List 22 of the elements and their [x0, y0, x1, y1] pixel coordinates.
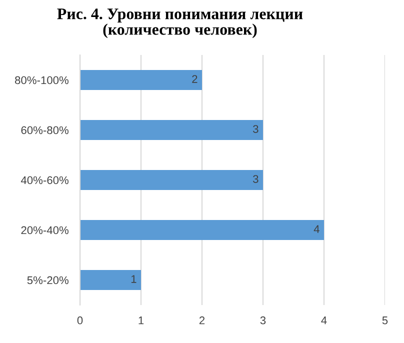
x-tick-label: 0 [77, 316, 83, 324]
data-label: 2 [192, 75, 198, 83]
bar [80, 120, 263, 140]
x-tick-label: 4 [321, 316, 327, 324]
bar [80, 220, 324, 240]
bar [80, 270, 141, 290]
x-tick-label: 1 [138, 316, 144, 324]
x-tick-label: 3 [260, 316, 266, 324]
y-tick-label: 80%-100% [15, 76, 68, 84]
y-tick-label: 40%-60% [20, 176, 68, 184]
data-label: 3 [253, 175, 258, 183]
x-tick-label: 2 [199, 316, 205, 324]
data-label: 3 [253, 125, 258, 133]
y-tick-label: 20%-40% [21, 226, 68, 234]
chart-title: Рис. 4. Уровни понимания лекции (количество человек) [57, 8, 303, 38]
y-tick-label: 60%-80% [21, 126, 68, 134]
bar [80, 170, 263, 190]
bar [80, 70, 202, 90]
data-label: 1 [131, 275, 136, 283]
x-tick-label: 5 [382, 316, 388, 324]
y-tick-label: 5%-20% [27, 276, 68, 284]
data-label: 4 [314, 225, 320, 233]
